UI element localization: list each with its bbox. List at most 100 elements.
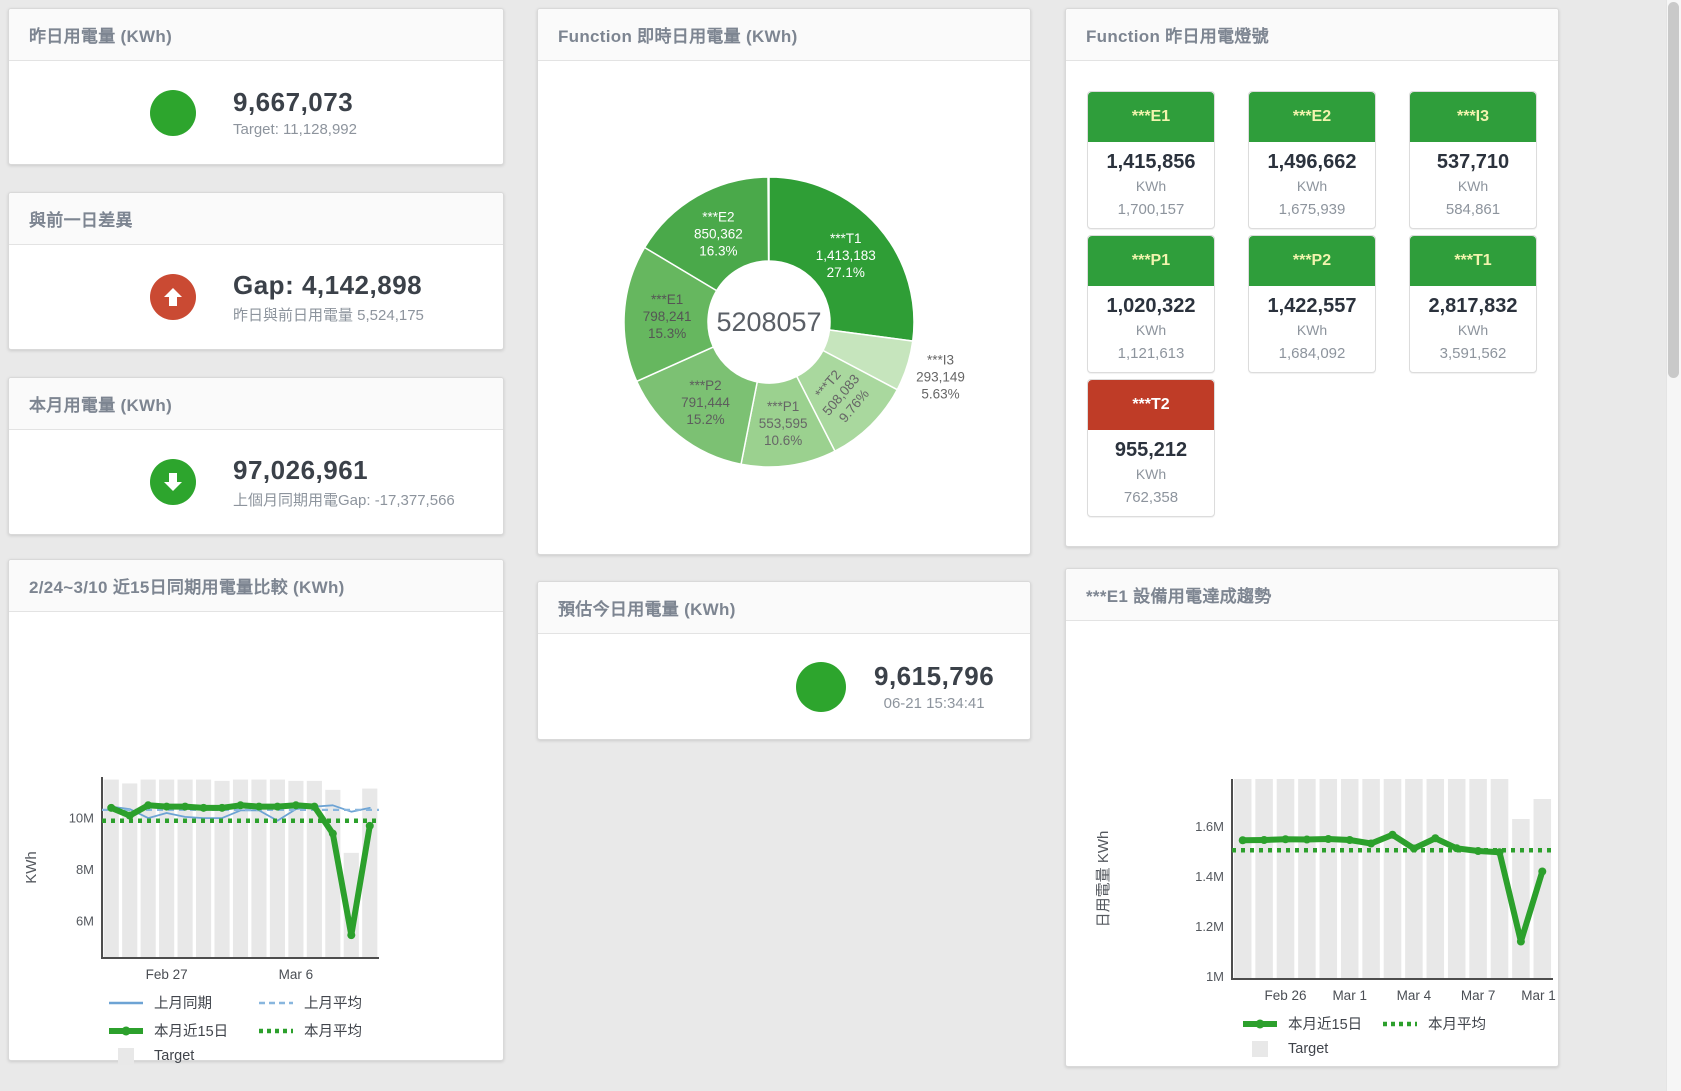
scrollbar-thumb[interactable] bbox=[1668, 2, 1679, 378]
x-tick: Mar 10 bbox=[1521, 988, 1556, 1003]
target-bars bbox=[1233, 779, 1552, 979]
scrollbar-track[interactable] bbox=[1666, 0, 1681, 1091]
x-tick: Mar 6 bbox=[279, 967, 314, 982]
donut-slice-label: ***P1 553,595 10.6% bbox=[759, 399, 808, 448]
y-axis-label: KWh bbox=[23, 851, 40, 884]
panel-title[interactable]: 預估今日用電量 (KWh) bbox=[538, 582, 1030, 634]
lights-grid: ***E1 1,415,856 KWh 1,700,157 ***E2 1,496,662… bbox=[1066, 9, 1558, 546]
stat-body: 9,615,796 06-21 15:34:41 bbox=[538, 634, 1030, 739]
status-circle-green bbox=[796, 661, 846, 712]
panel-title[interactable]: 昨日用電量 (KWh) bbox=[9, 9, 503, 61]
panel-title[interactable]: 本月用電量 (KWh) bbox=[9, 378, 503, 430]
light-card-value: 1,020,322 bbox=[1106, 295, 1196, 317]
light-card-target: 3,591,562 bbox=[1439, 345, 1507, 362]
panel-title[interactable]: 2/24~3/10 近15日同期用電量比較 (KWh) bbox=[9, 560, 503, 612]
target-bars bbox=[103, 779, 378, 958]
light-card-value: 1,415,856 bbox=[1106, 151, 1196, 173]
stat-value: 97,026,961 bbox=[233, 454, 369, 485]
panel-title[interactable]: ***E1 設備用電達成趨勢 bbox=[1066, 569, 1558, 621]
y-axis-label: 日用電量 KWh bbox=[1095, 831, 1112, 928]
light-card-unit: KWh bbox=[1457, 178, 1489, 194]
panel-title[interactable]: 與前一日差異 bbox=[9, 193, 503, 245]
legend-label: Target bbox=[154, 1048, 195, 1064]
light-card-value: 955,212 bbox=[1114, 439, 1188, 461]
stat-value: 9,667,073 bbox=[233, 87, 354, 117]
panel-title-text: 預估今日用電量 (KWh) bbox=[558, 600, 736, 619]
donut-slice-P2[interactable] bbox=[635, 345, 759, 466]
light-card-title: ***T2 bbox=[1088, 380, 1214, 430]
status-circle-green bbox=[150, 459, 196, 505]
legend-label: 上月平均 bbox=[304, 996, 362, 1012]
light-card-P2: ***P2 1,422,557 KWh 1,684,092 bbox=[1248, 235, 1376, 373]
compare-line-chart: 6M 8M 10M Feb 27 Mar 6 KWh bbox=[23, 777, 379, 982]
donut-slice-label: ***E1 798,241 15.3% bbox=[643, 292, 692, 341]
light-card-value: 537,710 bbox=[1436, 151, 1510, 173]
legend-swatch bbox=[1243, 1019, 1277, 1028]
panel-title-text: 本月用電量 (KWh) bbox=[29, 396, 173, 415]
arrow-down-icon bbox=[164, 473, 182, 491]
stat-value: Gap: 4,142,898 bbox=[233, 269, 423, 300]
legend-swatch bbox=[109, 1001, 143, 1004]
light-card-value: 1,496,662 bbox=[1267, 151, 1357, 173]
x-tick: Mar 1 bbox=[1332, 988, 1367, 1003]
light-card-unit: KWh bbox=[1135, 466, 1167, 482]
panel-title-text: Function 昨日用電燈號 bbox=[1086, 27, 1269, 46]
legend-swatch bbox=[1252, 1041, 1268, 1057]
legend-item-Target[interactable]: Target bbox=[1241, 1041, 1381, 1057]
light-card-unit: KWh bbox=[1296, 178, 1328, 194]
stat-body: Gap: 4,142,898 昨日與前日用電量 5,524,175 bbox=[9, 245, 503, 349]
panel-e1-trend: ***E1 設備用電達成趨勢 1M 1.2M 1.4M 1.6M Feb 26 Mar 1… bbox=[1065, 568, 1559, 1067]
panel-title-text: Function 即時日用電量 (KWh) bbox=[558, 27, 798, 46]
x-tick: Mar 7 bbox=[1461, 988, 1496, 1003]
status-circle-red bbox=[150, 274, 196, 320]
legend-item-Target[interactable]: Target bbox=[107, 1048, 257, 1064]
stat-subtext: 昨日與前日用電量 5,524,175 bbox=[233, 306, 424, 324]
stat-timestamp: 06-21 15:34:41 bbox=[883, 695, 985, 712]
light-card-T2: ***T2 955,212 KWh 762,358 bbox=[1087, 379, 1215, 517]
light-card-title: ***I3 bbox=[1410, 92, 1536, 142]
panel-title[interactable]: Function 昨日用電燈號 bbox=[1066, 9, 1558, 61]
panel-function-lights: Function 昨日用電燈號 ***E1 1,415,856 KWh 1,700,1… bbox=[1065, 8, 1559, 547]
donut-center-total: 5208057 bbox=[716, 307, 821, 337]
x-tick: Feb 27 bbox=[146, 967, 188, 982]
donut-slice-label: ***T1 1,413,183 27.1% bbox=[816, 231, 876, 280]
legend-label: 上月同期 bbox=[154, 996, 212, 1012]
legend-label: 本月平均 bbox=[304, 1024, 362, 1040]
x-tick: Feb 26 bbox=[1264, 988, 1306, 1003]
panel-day-gap: 與前一日差異 Gap: 4,142,898 昨日與前日用電量 5,524,175 bbox=[8, 192, 504, 350]
legend-label: 本月平均 bbox=[1428, 1017, 1486, 1033]
panel-title-text: 昨日用電量 (KWh) bbox=[29, 27, 173, 46]
panel-yesterday-usage: 昨日用電量 (KWh) 9,667,073 Target: 11,128,992 bbox=[8, 8, 504, 165]
light-card-E2: ***E2 1,496,662 KWh 1,675,939 bbox=[1248, 91, 1376, 229]
function-donut-chart: ***T1 1,413,183 27.1%***I3 293,149 5.63%***T… bbox=[623, 176, 965, 468]
light-card-I3: ***I3 537,710 KWh 584,861 bbox=[1409, 91, 1537, 229]
y-tick: 10M bbox=[69, 811, 94, 826]
light-card-unit: KWh bbox=[1135, 322, 1167, 338]
y-tick: 1M bbox=[1206, 969, 1224, 984]
legend-label: Target bbox=[1288, 1041, 1329, 1057]
y-tick: 6M bbox=[76, 913, 94, 928]
light-card-target: 1,675,939 bbox=[1278, 201, 1346, 218]
panel-estimate-today: 預估今日用電量 (KWh) 9,615,796 06-21 15:34:41 bbox=[537, 581, 1031, 740]
donut-slice-label: ***I3 293,149 5.63% bbox=[916, 353, 965, 402]
panel-title-text: 2/24~3/10 近15日同期用電量比較 (KWh) bbox=[29, 578, 345, 597]
legend-swatch bbox=[109, 1026, 143, 1035]
legend-item-上月平均[interactable]: 上月平均 bbox=[257, 992, 427, 1013]
legend-item-本月平均[interactable]: 本月平均 bbox=[257, 1020, 427, 1041]
panel-title[interactable]: Function 即時日用電量 (KWh) bbox=[538, 9, 1030, 61]
stat-value: 9,615,796 bbox=[874, 661, 995, 691]
legend-item-本月近15日[interactable]: 本月近15日 bbox=[1241, 1013, 1381, 1034]
legend-swatch bbox=[259, 1028, 293, 1033]
legend-swatch bbox=[1383, 1021, 1417, 1026]
y-tick: 1.4M bbox=[1195, 869, 1224, 884]
legend-item-本月近15日[interactable]: 本月近15日 bbox=[107, 1020, 257, 1041]
donut-slice-E2[interactable] bbox=[643, 176, 770, 292]
donut-slice-T1[interactable] bbox=[768, 176, 915, 342]
legend-item-上月同期[interactable]: 上月同期 bbox=[107, 992, 257, 1013]
light-card-title: ***P2 bbox=[1249, 236, 1375, 286]
light-card-unit: KWh bbox=[1457, 322, 1489, 338]
legend-item-本月平均[interactable]: 本月平均 bbox=[1381, 1013, 1541, 1034]
trend-chart-legend: 本月近15日 本月平均 Target bbox=[1241, 1013, 1541, 1057]
light-card-target: 584,861 bbox=[1445, 201, 1501, 218]
y-tick: 1.6M bbox=[1195, 819, 1224, 834]
